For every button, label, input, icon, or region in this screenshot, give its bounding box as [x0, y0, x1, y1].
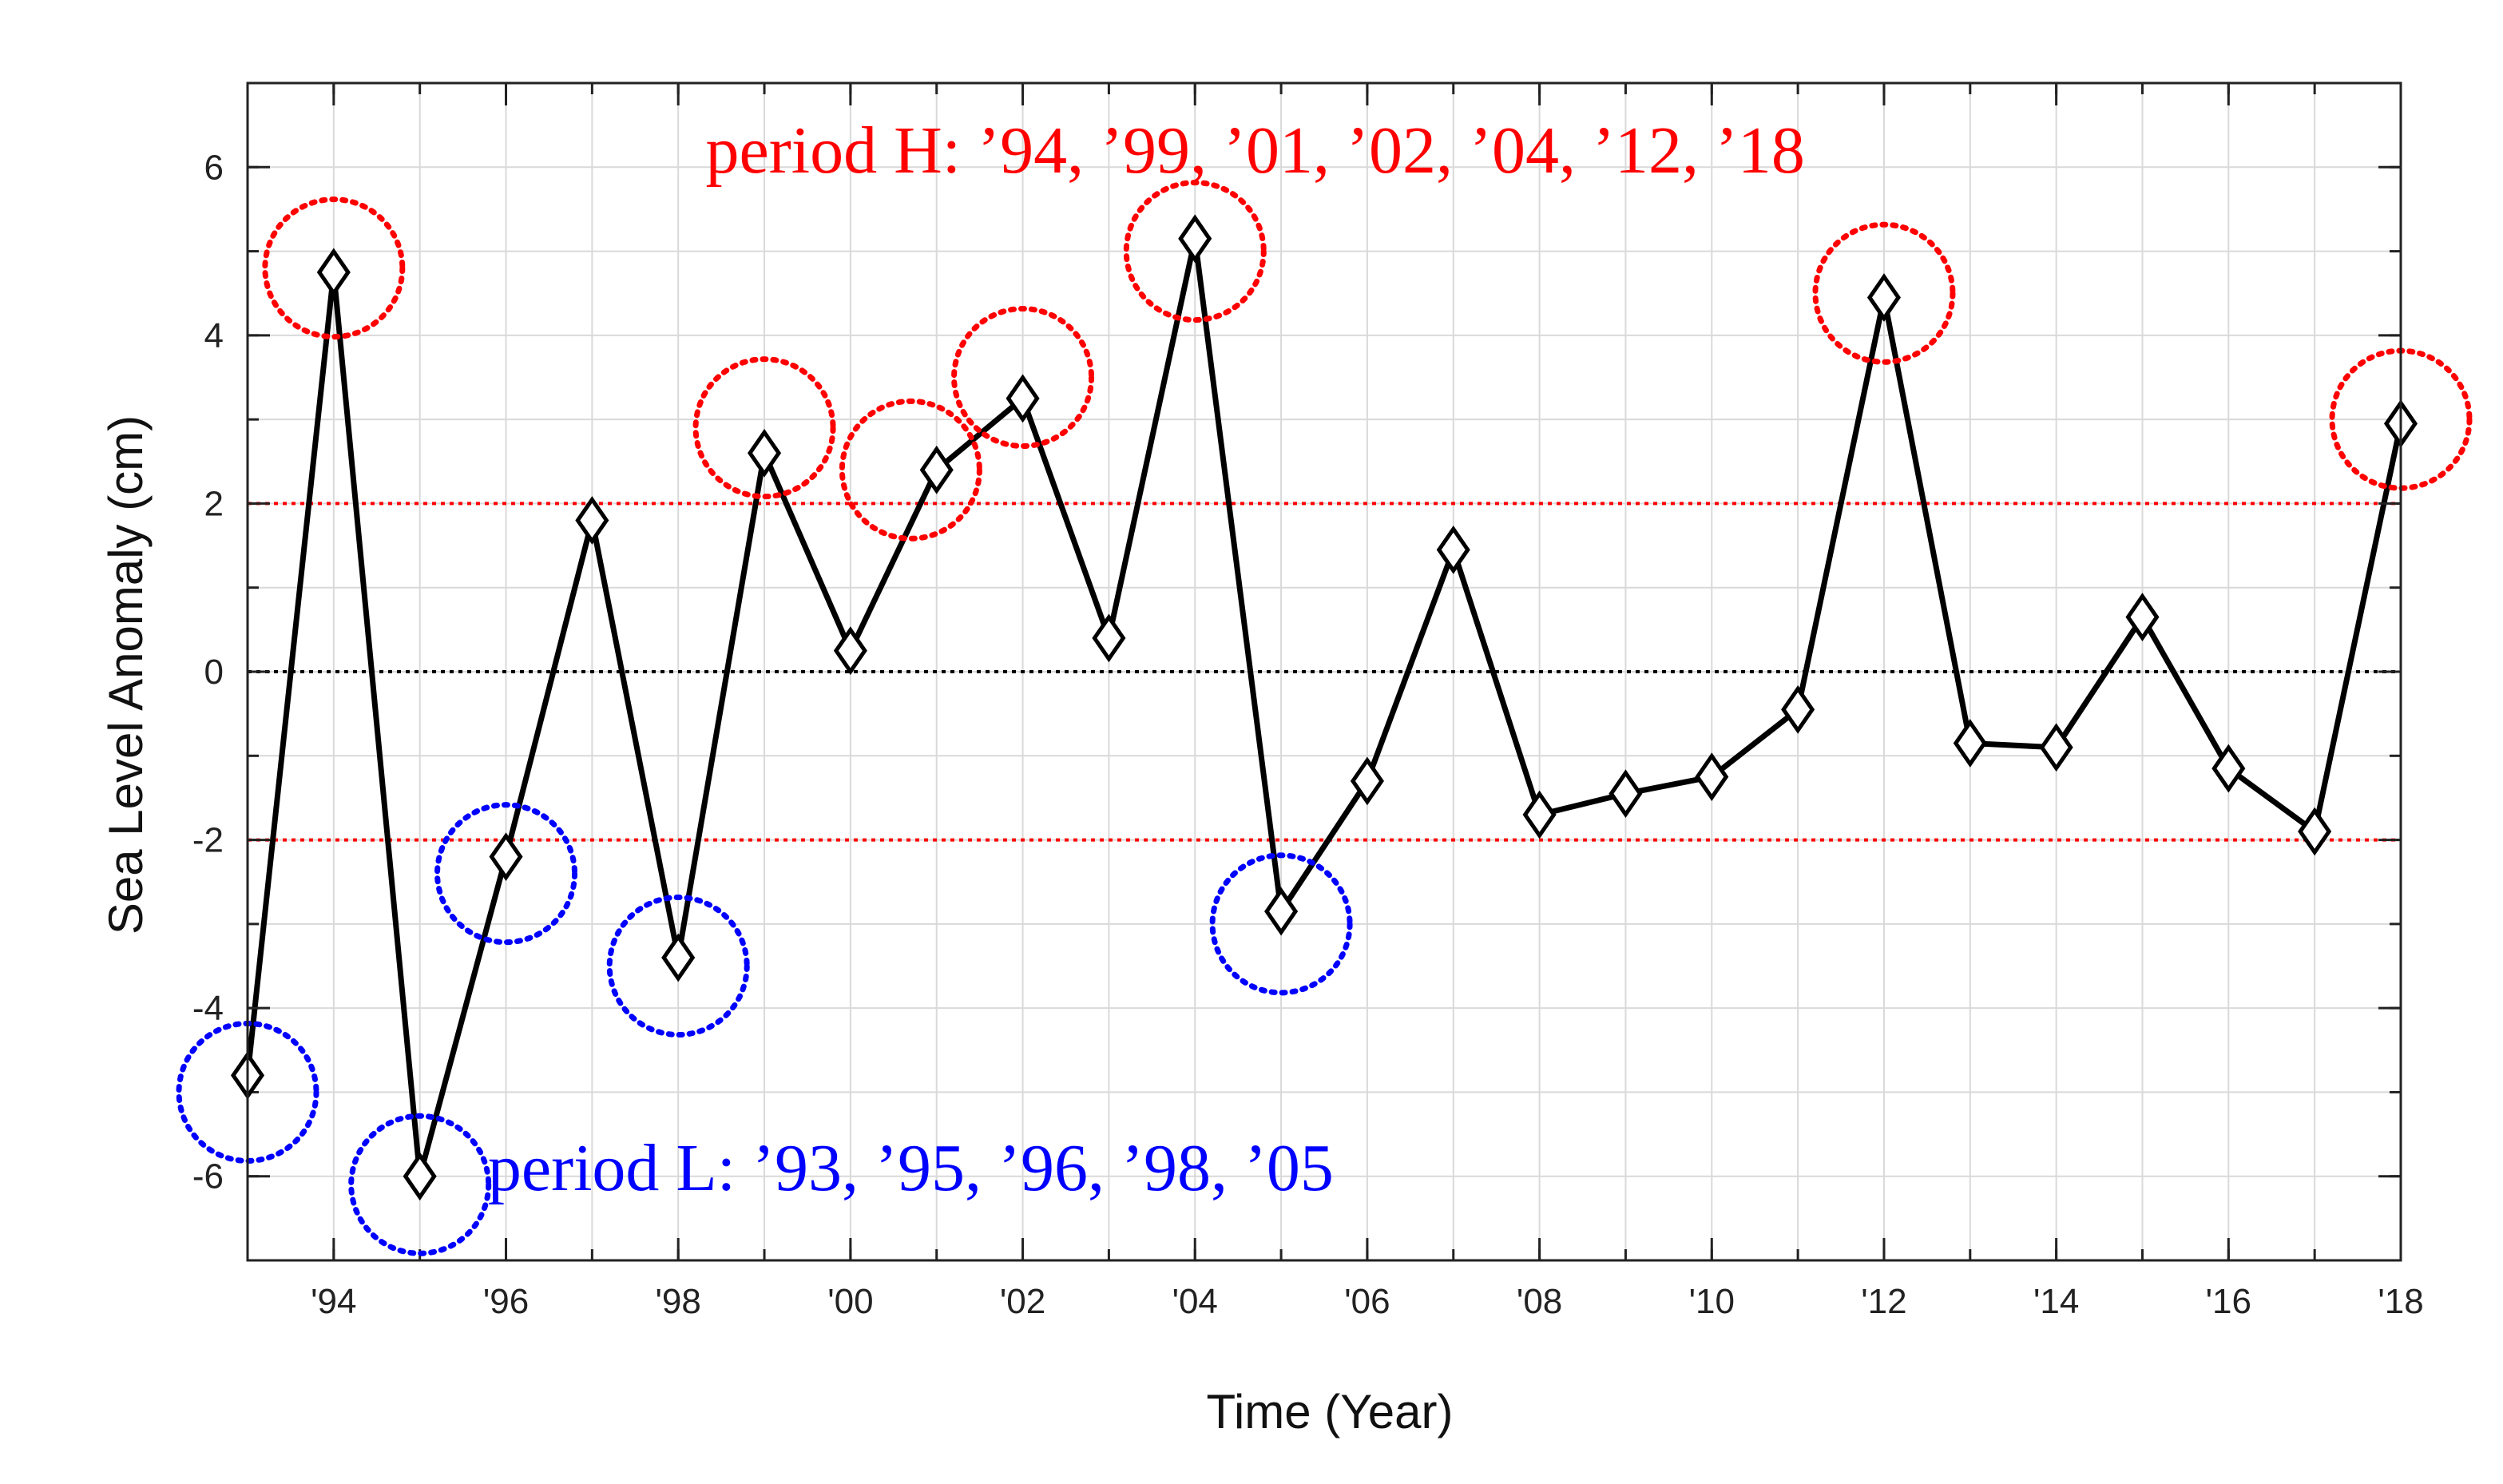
highlight-circle: [1123, 180, 1267, 323]
reference-lines: [248, 502, 2401, 842]
y-tick-label: -2: [192, 821, 224, 860]
data-point-marker: [747, 428, 782, 478]
data-point-marker: [1781, 684, 1815, 734]
y-tick-label: -6: [192, 1157, 224, 1196]
highlight-circle: [1209, 852, 1353, 996]
data-point-marker: [575, 496, 609, 545]
x-tick-label: '12: [1861, 1282, 1906, 1321]
data-point-marker: [316, 248, 351, 297]
data-point-marker: [2039, 723, 2073, 772]
data-point-marker: [1436, 525, 1470, 574]
data-point-marker: [1695, 752, 1729, 801]
data-point-marker: [1350, 756, 1384, 806]
x-tick-label: '10: [1689, 1282, 1735, 1321]
x-tick-label: '08: [1517, 1282, 1562, 1321]
tick-labels: '94 '96 '98 '00 '02 '04 '06 '08 '10 '12 '14 '16 '18 -…: [192, 148, 2424, 1321]
data-point-marker: [1522, 790, 1557, 839]
data-point-marker: [403, 1152, 437, 1201]
highlight-circle: [839, 398, 982, 542]
highlight-circle: [434, 802, 578, 946]
y-tick-label: 6: [204, 148, 224, 187]
annotations: period H: ’94, ’99, ’01, ’02, ’04, ’12, …: [488, 113, 1805, 1205]
data-point-marker: [1006, 374, 1040, 423]
data-point-marker: [1092, 613, 1126, 663]
data-point-marker: [2211, 744, 2246, 793]
data-point-marker: [833, 626, 867, 676]
data-series: [230, 214, 2418, 1201]
x-tick-label: '18: [2378, 1282, 2423, 1321]
highlight-circles: [176, 180, 2473, 1256]
period-annotation: period H: ’94, ’99, ’01, ’02, ’04, ’12, …: [706, 113, 1805, 188]
y-tick-label: -4: [192, 989, 224, 1028]
highlight-circle: [951, 306, 1095, 449]
x-tick-label: '02: [1000, 1282, 1045, 1321]
data-point-marker: [1178, 214, 1212, 264]
highlight-circle: [348, 1113, 492, 1256]
y-tick-label: 0: [204, 653, 224, 692]
x-tick-label: '96: [483, 1282, 529, 1321]
highlight-circle: [692, 356, 836, 500]
x-tick-label: '04: [1172, 1282, 1218, 1321]
x-tick-label: '98: [656, 1282, 701, 1321]
x-tick-label: '06: [1344, 1282, 1390, 1321]
x-tick-label: '16: [2206, 1282, 2251, 1321]
y-axis-title: Sea Level Anomaly (cm): [99, 415, 153, 934]
x-axis-title: Time (Year): [1207, 1385, 1454, 1438]
y-tick-label: 4: [204, 316, 224, 355]
x-tick-label: '94: [311, 1282, 356, 1321]
y-tick-label: 2: [204, 484, 224, 523]
x-tick-label: '00: [827, 1282, 873, 1321]
highlight-circle: [262, 196, 406, 340]
data-point-marker: [1866, 273, 1902, 322]
axis-ticks: [248, 83, 2402, 1260]
data-point-marker: [661, 933, 696, 982]
data-point-marker: [2298, 807, 2332, 856]
period-annotation: period L: ’93, ’95, ’96, ’98, ’05: [488, 1131, 1334, 1205]
data-point-marker: [1264, 887, 1299, 936]
data-point-marker: [919, 445, 954, 494]
x-tick-label: '14: [2033, 1282, 2079, 1321]
data-point-marker: [1953, 719, 1987, 768]
data-point-marker: [489, 832, 523, 882]
data-point-marker: [1609, 769, 1643, 819]
highlight-circle: [1812, 221, 1956, 365]
highlight-circle: [606, 895, 750, 1038]
data-point-marker: [2125, 593, 2160, 641]
